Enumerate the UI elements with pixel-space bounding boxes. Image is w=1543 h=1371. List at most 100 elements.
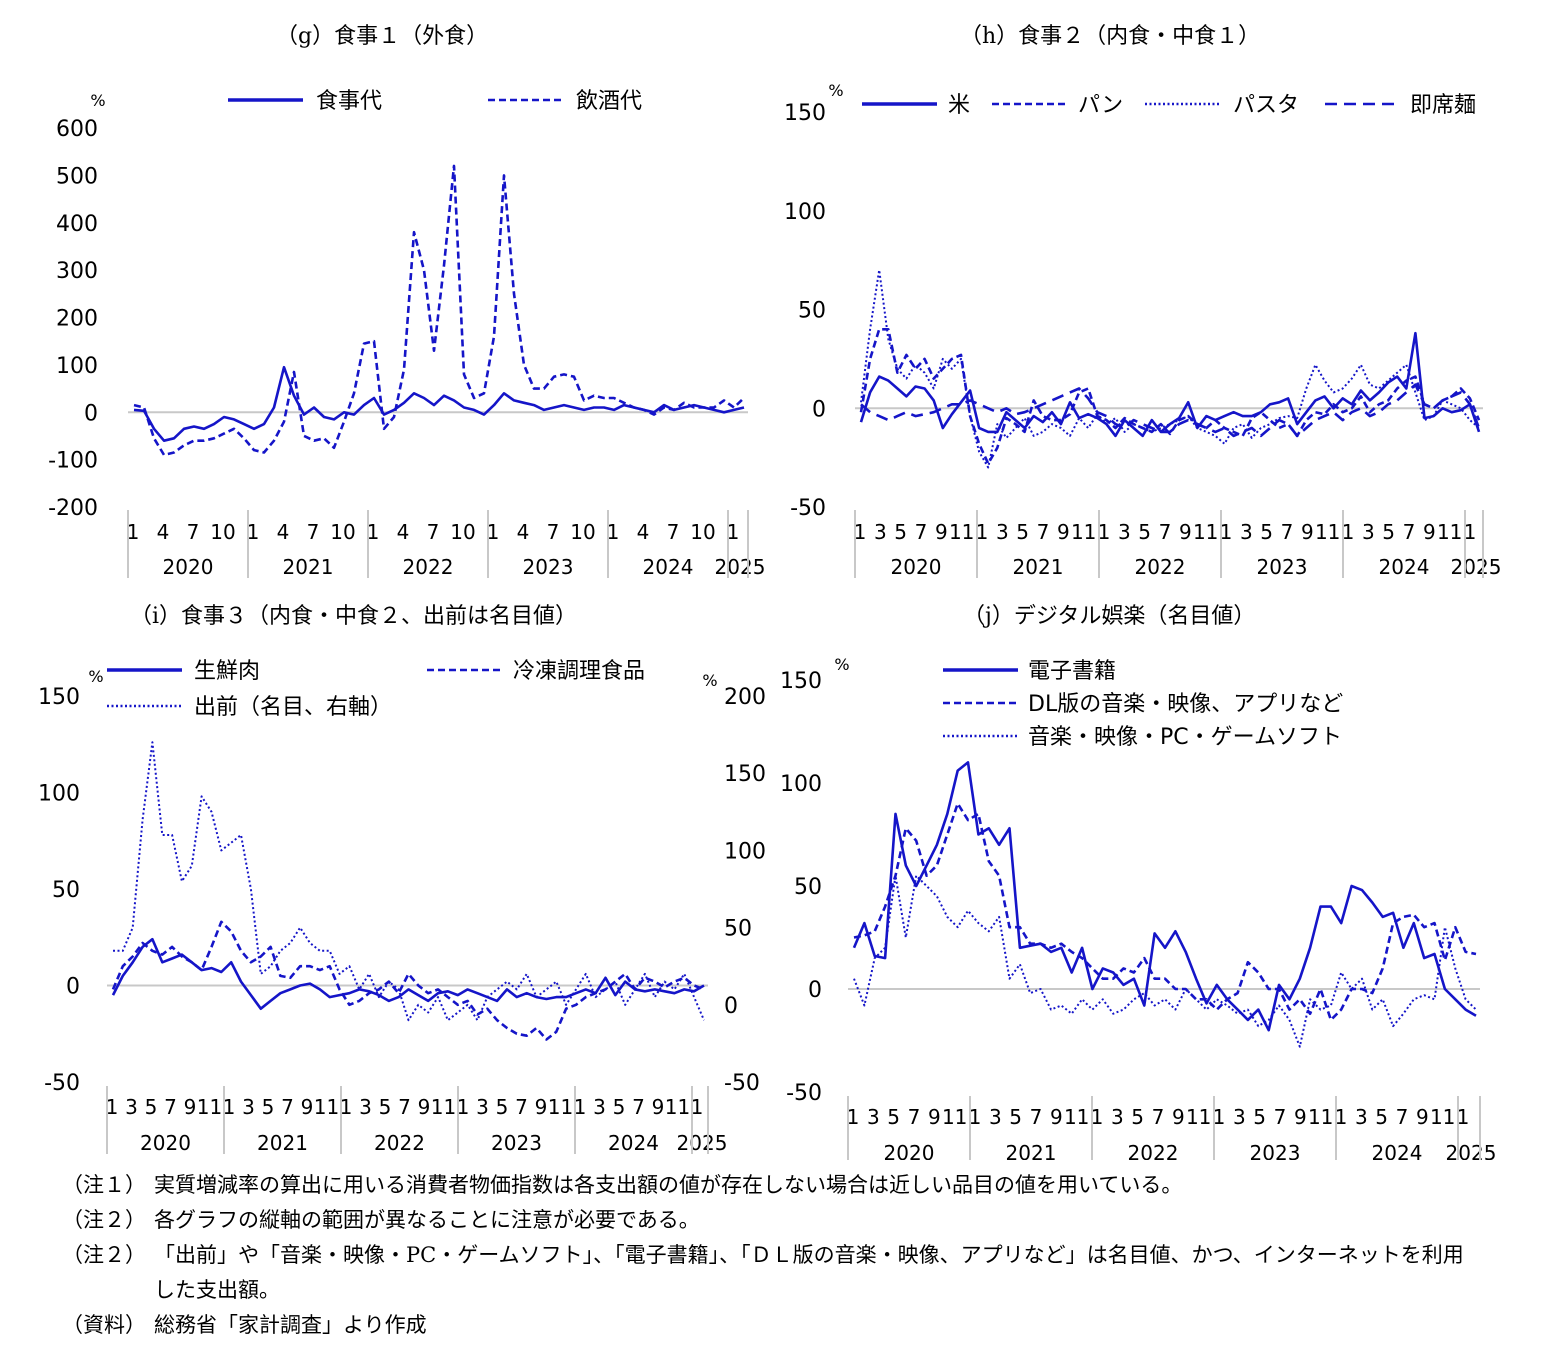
x-month-label: 1: [223, 1095, 236, 1119]
x-month-label: 9: [1301, 520, 1314, 544]
legend-label: 米: [948, 93, 970, 118]
x-year-label: 2025: [1451, 555, 1502, 579]
x-month-label: 5: [1260, 520, 1273, 544]
series-line: [853, 802, 1477, 1022]
series-line: [853, 874, 1477, 1048]
x-month-label: 9: [535, 1095, 548, 1119]
x-month-label: 9: [301, 1095, 314, 1119]
series-line: [111, 920, 705, 1041]
x-month-label: 3: [1111, 1105, 1124, 1129]
x-month-label: 11: [1430, 1105, 1455, 1129]
y-tick-label: 0: [808, 978, 822, 1003]
x-month-label: 7: [632, 1095, 645, 1119]
x-year-label: 2020: [884, 1141, 935, 1160]
x-month-label: 7: [915, 520, 928, 544]
x-month-label: 3: [242, 1095, 255, 1119]
x-year-label: 2022: [403, 555, 454, 579]
note-row: （注１） 実質増減率の算出に用いる消費者物価指数は各支出額の値が存在しない場合は近…: [62, 1168, 1484, 1203]
x-year-label: 2023: [1250, 1141, 1301, 1160]
x-month-label: 9: [1172, 1105, 1185, 1129]
x-year-label: 2022: [374, 1131, 425, 1155]
y-tick-label: -100: [48, 449, 98, 474]
x-month-label: 4: [397, 520, 410, 544]
legend-label: 出前（名目、右軸）: [194, 695, 392, 720]
x-month-label: 5: [1382, 520, 1395, 544]
x-month-label: 11: [1064, 1105, 1089, 1129]
note-label: （注２）: [62, 1208, 146, 1232]
y-tick-label: 100: [780, 772, 822, 797]
x-year-label: 2024: [608, 1131, 659, 1155]
x-year-label: 2022: [1128, 1141, 1179, 1160]
x-month-label: 1: [1220, 520, 1233, 544]
note-text: 実質増減率の算出に用いる消費者物価指数は各支出額の値が存在しない場合は近しい品目…: [154, 1173, 1183, 1197]
x-month-label: 11: [942, 1105, 967, 1129]
legend-label: DL版の音楽・映像、アプリなど: [1028, 692, 1343, 717]
x-month-label: 1: [727, 520, 740, 544]
x-month-label: 9: [1057, 520, 1070, 544]
x-year-label: 2022: [1135, 555, 1186, 579]
x-month-label: 7: [1274, 1105, 1287, 1129]
x-month-label: 1: [487, 520, 500, 544]
note-text: 「出前」や「音楽・映像・PC・ゲームソフト」、「電子書籍」、「ＤＬ版の音楽・映像…: [154, 1243, 1464, 1302]
note-label: （資料）: [62, 1313, 146, 1337]
x-month-label: 11: [665, 1095, 690, 1119]
x-month-label: 1: [1335, 1105, 1348, 1129]
y-tick-label: -200: [48, 496, 98, 521]
x-month-label: 5: [1253, 1105, 1266, 1129]
x-month-label: 5: [379, 1095, 392, 1119]
x-month-label: 7: [1281, 520, 1294, 544]
x-month-label: 4: [637, 520, 650, 544]
x-month-label: 1: [457, 1095, 470, 1119]
x-month-label: 7: [908, 1105, 921, 1129]
x-year-label: 2021: [257, 1131, 308, 1155]
x-month-label: 7: [667, 520, 680, 544]
x-month-label: 1: [1342, 520, 1355, 544]
note-text: 総務省「家計調査」より作成: [154, 1313, 427, 1337]
x-month-label: 11: [1193, 520, 1218, 544]
note-row: （資料） 総務省「家計調査」より作成: [62, 1308, 1484, 1343]
legend-label: 食事代: [316, 89, 382, 114]
note-row: （注２） 「出前」や「音楽・映像・PC・ゲームソフト」、「電子書籍」、「ＤＬ版の音…: [62, 1238, 1484, 1308]
x-month-label: 11: [1186, 1105, 1211, 1129]
panel-title-h: （h）食事２（内食・中食１）: [960, 24, 1261, 49]
y-right-tick-label: -50: [724, 1071, 760, 1096]
x-month-label: 4: [517, 520, 530, 544]
x-year-label: 2024: [1379, 555, 1430, 579]
x-month-label: 5: [145, 1095, 158, 1119]
x-year-label: 2025: [715, 555, 766, 579]
legend-label: 冷凍調理食品: [513, 659, 645, 684]
x-month-label: 11: [314, 1095, 339, 1119]
x-month-label: 9: [935, 520, 948, 544]
x-month-label: 11: [1308, 1105, 1333, 1129]
y-right-tick-label: 100: [724, 839, 766, 864]
x-month-label: 1: [1457, 1105, 1470, 1129]
x-month-label: 7: [398, 1095, 411, 1119]
y-tick-label: 300: [56, 259, 98, 284]
x-month-label: 7: [515, 1095, 528, 1119]
x-month-label: 9: [1050, 1105, 1063, 1129]
x-month-label: 7: [164, 1095, 177, 1119]
x-month-label: 1: [367, 520, 380, 544]
x-year-label: 2020: [140, 1131, 191, 1155]
x-month-label: 11: [1071, 520, 1096, 544]
note-label: （注１）: [62, 1173, 146, 1197]
x-month-label: 3: [874, 520, 887, 544]
y-tick-label: 50: [52, 878, 80, 903]
x-year-label: 2021: [283, 555, 334, 579]
x-month-label: 9: [1179, 520, 1192, 544]
x-month-label: 3: [593, 1095, 606, 1119]
x-month-label: 9: [184, 1095, 197, 1119]
x-month-label: 10: [450, 520, 475, 544]
x-month-label: 10: [210, 520, 235, 544]
series-line: [113, 741, 705, 1022]
x-month-label: 9: [1416, 1105, 1429, 1129]
y-tick-label: -50: [44, 1071, 80, 1096]
x-month-label: 11: [197, 1095, 222, 1119]
x-month-label: 7: [1403, 520, 1416, 544]
legend-label: 音楽・映像・PC・ゲームソフト: [1028, 725, 1342, 750]
x-month-label: 11: [1437, 520, 1462, 544]
series-line: [133, 164, 745, 457]
y-tick-label: 100: [38, 782, 80, 807]
y-right-tick-label: 150: [724, 762, 766, 787]
